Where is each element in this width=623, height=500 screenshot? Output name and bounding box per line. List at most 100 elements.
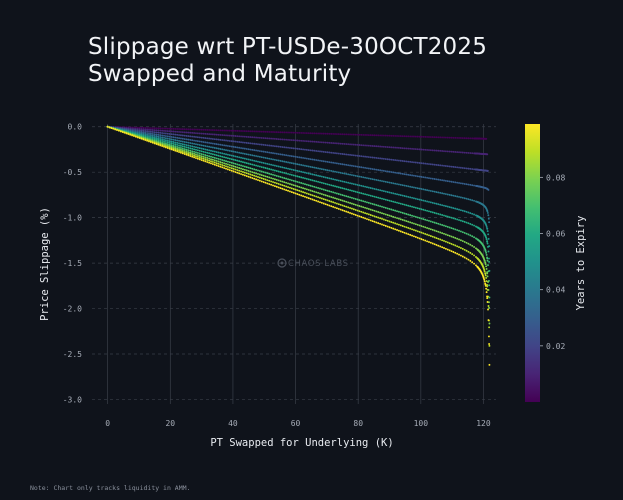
data-point bbox=[217, 143, 220, 146]
data-point bbox=[375, 188, 378, 191]
data-point bbox=[300, 131, 303, 134]
data-point bbox=[245, 158, 248, 160]
data-point bbox=[339, 171, 342, 174]
data-point bbox=[379, 205, 382, 208]
data-point bbox=[337, 179, 340, 182]
data-point bbox=[382, 190, 385, 193]
data-point bbox=[467, 211, 470, 214]
data-point bbox=[454, 251, 457, 254]
data-point bbox=[429, 228, 432, 231]
data-point bbox=[153, 135, 156, 137]
data-point bbox=[354, 214, 357, 216]
logo-ring bbox=[277, 258, 287, 268]
data-point bbox=[454, 244, 457, 247]
data-point bbox=[193, 154, 196, 157]
data-point bbox=[426, 233, 429, 236]
data-point bbox=[463, 151, 466, 154]
data-point bbox=[288, 190, 291, 193]
data-point bbox=[215, 159, 218, 162]
data-point bbox=[181, 137, 184, 140]
data-point bbox=[166, 130, 169, 133]
data-point bbox=[320, 175, 323, 178]
data-point bbox=[200, 128, 203, 131]
data-point bbox=[251, 174, 254, 177]
data-point bbox=[448, 150, 451, 153]
data-point bbox=[287, 182, 289, 185]
data-point bbox=[454, 237, 457, 239]
data-point bbox=[350, 174, 353, 176]
data-point bbox=[202, 159, 205, 162]
data-point bbox=[176, 133, 179, 136]
data-point bbox=[243, 165, 246, 168]
data-point bbox=[164, 141, 167, 143]
data-point bbox=[298, 193, 301, 196]
data-point bbox=[339, 142, 342, 145]
data-point bbox=[240, 130, 243, 132]
data-point bbox=[298, 156, 301, 159]
data-point bbox=[401, 211, 404, 214]
data-point bbox=[335, 152, 338, 155]
data-point bbox=[375, 168, 378, 171]
data-point bbox=[210, 160, 212, 163]
data-point bbox=[183, 143, 186, 146]
data-point bbox=[285, 146, 288, 149]
data-point bbox=[238, 141, 241, 143]
data-point bbox=[275, 182, 278, 185]
data-point bbox=[198, 128, 201, 131]
data-point bbox=[179, 147, 182, 149]
data-point bbox=[279, 176, 282, 178]
data-point bbox=[418, 230, 421, 233]
data-point bbox=[264, 137, 267, 140]
data-point bbox=[294, 131, 297, 134]
data-point bbox=[343, 194, 346, 197]
data-point bbox=[225, 129, 227, 132]
data-point bbox=[283, 160, 286, 163]
data-point bbox=[456, 181, 459, 184]
data-point bbox=[206, 148, 209, 151]
data-point bbox=[488, 301, 490, 304]
data-point bbox=[307, 193, 310, 195]
data-point bbox=[260, 180, 263, 183]
data-point bbox=[354, 133, 357, 136]
data-point bbox=[223, 162, 226, 165]
data-point bbox=[484, 248, 487, 251]
data-point bbox=[413, 186, 415, 189]
data-point bbox=[270, 163, 273, 166]
data-point bbox=[467, 233, 470, 236]
data-point bbox=[428, 227, 430, 230]
data-point bbox=[161, 129, 164, 132]
data-point bbox=[399, 202, 402, 205]
data-point bbox=[243, 152, 246, 155]
data-point bbox=[448, 249, 451, 252]
data-point bbox=[317, 159, 320, 162]
data-point bbox=[330, 196, 333, 198]
data-point bbox=[424, 239, 427, 242]
data-point bbox=[319, 167, 321, 170]
data-point bbox=[287, 146, 289, 149]
data-point bbox=[140, 137, 143, 140]
data-point bbox=[260, 136, 263, 139]
data-point bbox=[358, 133, 361, 136]
colorbar-label: Years to Expiry bbox=[575, 216, 587, 311]
data-point bbox=[483, 280, 486, 283]
data-point bbox=[454, 195, 457, 198]
data-point bbox=[302, 182, 305, 185]
data-point bbox=[148, 133, 150, 136]
data-point bbox=[424, 176, 427, 179]
data-point bbox=[388, 208, 391, 210]
data-point bbox=[176, 143, 179, 146]
data-point bbox=[225, 134, 227, 137]
data-point bbox=[487, 319, 490, 322]
data-point bbox=[193, 128, 196, 131]
data-point bbox=[309, 132, 312, 135]
data-point bbox=[435, 237, 438, 240]
data-point bbox=[420, 199, 423, 202]
data-point bbox=[302, 156, 305, 159]
data-point bbox=[411, 214, 414, 217]
data-point bbox=[185, 134, 188, 137]
data-point bbox=[483, 259, 486, 262]
data-point bbox=[279, 183, 282, 186]
data-point bbox=[311, 198, 314, 201]
data-point bbox=[179, 151, 182, 154]
